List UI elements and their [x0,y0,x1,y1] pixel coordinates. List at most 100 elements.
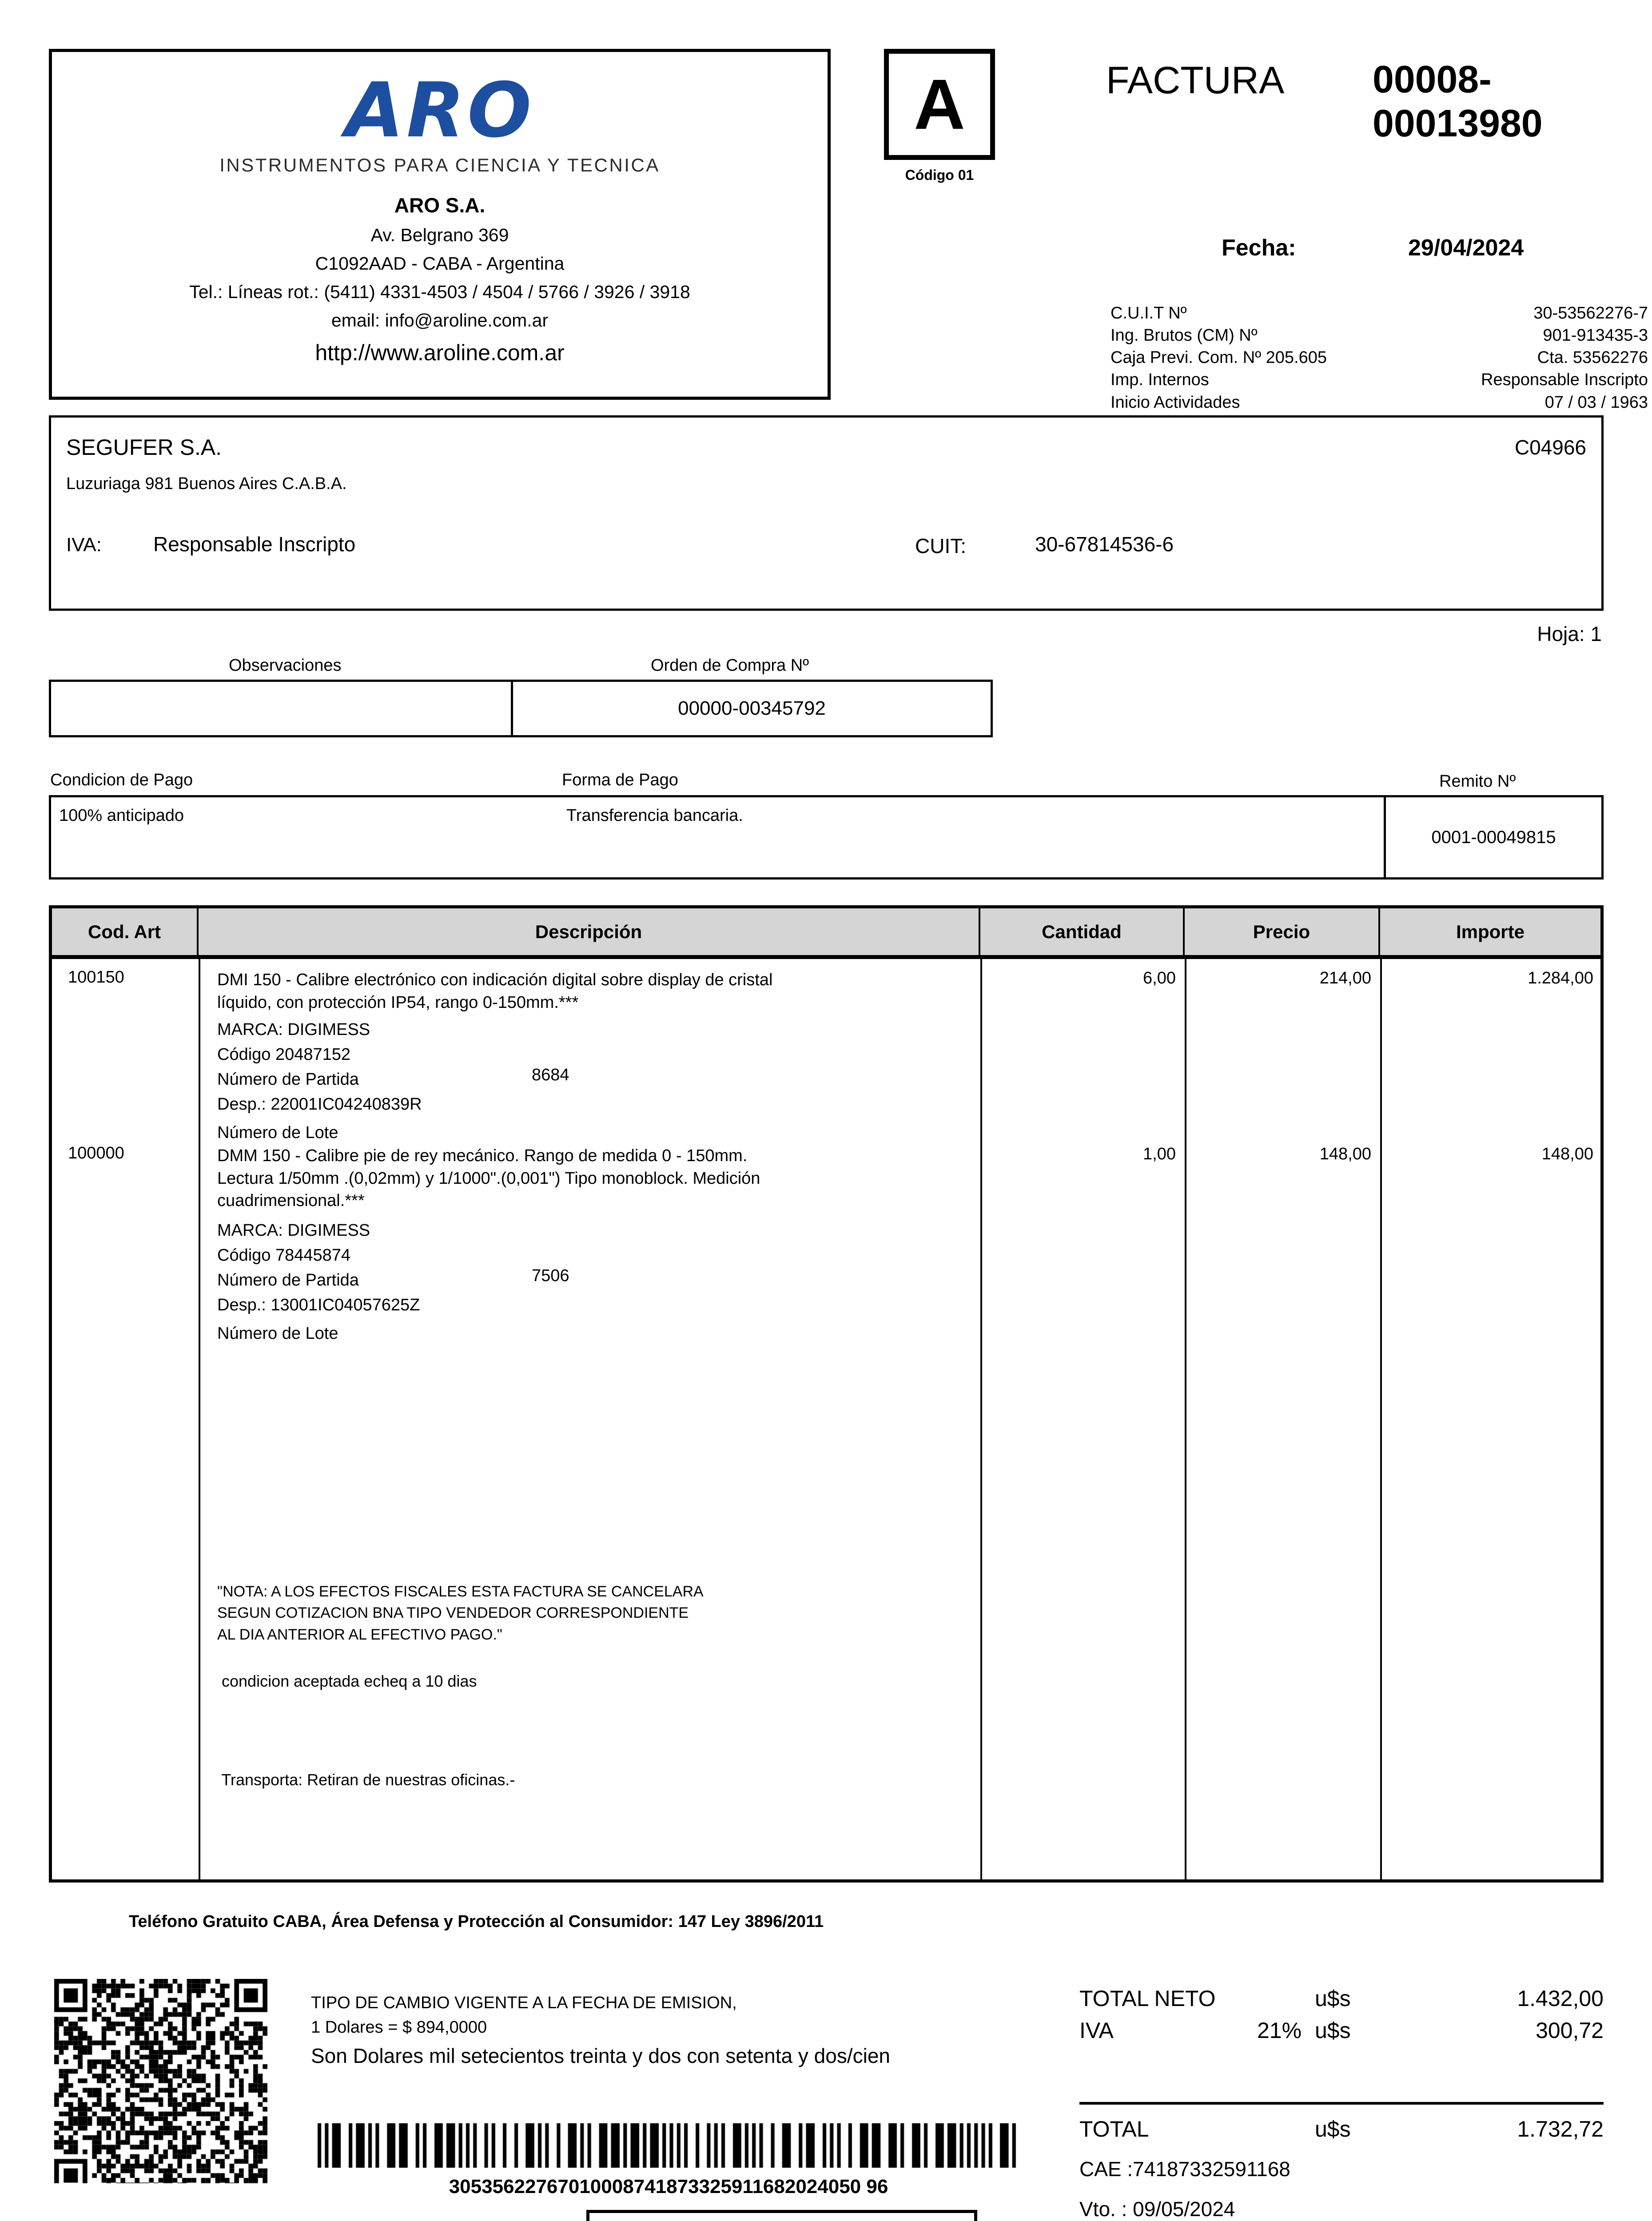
column-header-price: Precio [1185,908,1380,955]
invoice-letter-block: A Código 01 [884,49,995,183]
logo-subtitle: INSTRUMENTOS PARA CIENCIA Y TECNICA [219,155,660,175]
consumer-protection-notice: Teléfono Gratuito CABA, Área Defensa y P… [129,1912,824,1931]
customer-code: C04966 [1514,436,1586,459]
column-header-description: Descripción [199,908,980,955]
issuer-website: http://www.aroline.com.ar [315,340,565,365]
logo-text: ARO [345,67,534,155]
observations-label: Observaciones [229,656,342,675]
issuer-city: C1092AAD - CABA - Argentina [315,253,565,274]
customer-cuit-value: 30-67814536-6 [1035,533,1174,556]
sheet-number: Hoja: 1 [1537,622,1602,645]
table-row-batch-label: Número de Partida [217,1271,359,1290]
cae-expiry: Vto. : 09/05/2024 [1079,2197,1235,2221]
document-number: 00008-00013980 [1373,58,1543,145]
invoice-letter: A [884,49,995,160]
payment-condition-value: 100% anticipado [59,806,184,825]
issuer-email: email: info@aroline.com.ar [331,310,549,330]
items-table-header: Cod. Art Descripción Cantidad Precio Imp… [52,908,1600,959]
payment-condition-label: Condicion de Pago [50,771,193,789]
condition-note: condicion aceptada echeq a 10 dias [217,1672,477,1690]
table-row-desp: Desp.: 13001IC04057625Z [217,1296,420,1314]
customer-name: SEGUFER S.A. [66,435,222,460]
column-header-code: Cod. Art [52,908,199,955]
items-table-body: 100150 DMI 150 - Calibre electrónico con… [52,959,1600,1881]
date-label: Fecha: [1222,235,1296,261]
fiscal-row: C.U.I.T Nº 30-53562276-7 [1111,302,1648,324]
invoice-letter-code: Código 01 [905,167,974,183]
qr-code [54,1979,267,2183]
column-divider [1380,959,1382,1881]
total-neto-value: 1.432,00 [1517,1986,1604,2011]
table-row-quantity: 1,00 [1143,1145,1176,1163]
issuer-phone: Tel.: Líneas rot.: (5411) 4331-4503 / 45… [189,282,690,302]
exchange-rate-line2: 1 Dolares = $ 894,0000 [311,2018,487,2037]
table-row-desp: Desp.: 22001IC04240839R [217,1095,422,1114]
iva-pct: 21% [1257,2018,1302,2043]
fiscal-row: Ing. Brutos (CM) Nº 901-913435-3 [1111,324,1648,346]
customer-cuit-label: CUIT: [915,534,966,557]
iva-currency: u$s [1315,2018,1351,2043]
table-row-quantity: 6,00 [1143,969,1176,987]
table-row-brand: MARCA: DIGIMESS [217,1020,370,1039]
total-currency: u$s [1315,2117,1351,2141]
barcode [318,2123,1019,2168]
fiscal-value: Cta. 53562276 [1537,348,1648,367]
table-row-internal-code: Código 78445874 [217,1246,351,1265]
table-row-price: 214,00 [1319,969,1371,987]
table-row-code: 100000 [68,1144,124,1162]
totals-divider [1079,2102,1604,2105]
iva-value: 300,72 [1536,2018,1604,2043]
customer-address: Luzuriaga 981 Buenos Aires C.A.B.A. [66,474,347,493]
table-row-internal-code: Código 20487152 [217,1045,351,1064]
fiscal-value: 901-913435-3 [1543,326,1648,345]
payment-left: 100% anticipado Transferencia bancaria. [51,797,1384,877]
fiscal-label: Caja Previ. Com. Nº 205.605 [1111,348,1327,367]
observations-box: 00000-00345792 [49,680,993,737]
fiscal-value: 30-53562276-7 [1533,304,1648,322]
purchase-order-value: 00000-00345792 [678,697,826,719]
original-stamp: ORIGINAL [586,2210,977,2221]
barcode-number: 30535622767010008741873325911682024050 9… [449,2176,888,2197]
table-row-batch-label: Número de Partida [217,1070,359,1089]
fiscal-label: Imp. Internos [1111,370,1209,390]
table-row-batch-value: 7506 [532,1266,569,1285]
cae-number: CAE :74187332591168 [1079,2157,1290,2181]
exchange-rate-line1: TIPO DE CAMBIO VIGENTE A LA FECHA DE EMI… [311,1994,737,2012]
totals-block: TOTAL NETO u$s 1.432,00 IVA 21% u$s 300,… [1079,1986,1604,2221]
fiscal-label: C.U.I.T Nº [1111,304,1187,322]
fiscal-row: Imp. Internos Responsable Inscripto [1111,369,1648,391]
fiscal-label: Inicio Actividades [1111,393,1240,412]
column-header-quantity: Cantidad [980,908,1185,955]
date-value: 29/04/2024 [1408,235,1524,261]
purchase-order-label: Orden de Compra Nº [651,656,809,675]
iva-row: IVA 21% u$s 300,72 [1079,2018,1604,2043]
table-row-code: 100150 [68,968,124,987]
table-row-lot-label: Número de Lote [217,1123,338,1142]
fiscal-row: Caja Previ. Com. Nº 205.605 Cta. 5356227… [1111,346,1648,369]
total-neto-label: TOTAL NETO [1079,1986,1216,2011]
iva-label: IVA [1079,2018,1114,2043]
fiscal-row: Inicio Actividades 07 / 03 / 1963 [1111,391,1648,414]
issuer-name: ARO S.A. [394,194,486,217]
total-value: 1.732,72 [1517,2117,1604,2141]
table-row-lot-label: Número de Lote [217,1324,338,1343]
total-row: TOTAL u$s 1.732,72 [1079,2116,1604,2142]
column-divider [1185,959,1186,1881]
remito-label: Remito Nº [1439,772,1516,791]
customer-iva-value: Responsable Inscripto [153,533,356,556]
payment-method-label: Forma de Pago [562,771,678,789]
column-divider [199,959,200,1881]
customer-iva-label: IVA: [66,534,102,556]
fiscal-label: Ing. Brutos (CM) Nº [1111,326,1258,345]
payment-box: 100% anticipado Transferencia bancaria. … [49,795,1604,880]
issuer-address: Av. Belgrano 369 [370,225,509,245]
table-row-description: DMI 150 - Calibre electrónico con indica… [217,971,773,1012]
exchange-rate-block: TIPO DE CAMBIO VIGENTE A LA FECHA DE EMI… [311,1994,942,2068]
total-label: TOTAL [1079,2117,1149,2141]
remito-value: 0001-00049815 [1384,797,1601,877]
customer-box: SEGUFER S.A. C04966 Luzuriaga 981 Buenos… [49,415,1604,611]
items-table: Cod. Art Descripción Cantidad Precio Imp… [49,905,1604,1883]
column-header-amount: Importe [1456,921,1525,942]
amount-in-words: Son Dolares mil setecientos treinta y do… [311,2044,891,2067]
